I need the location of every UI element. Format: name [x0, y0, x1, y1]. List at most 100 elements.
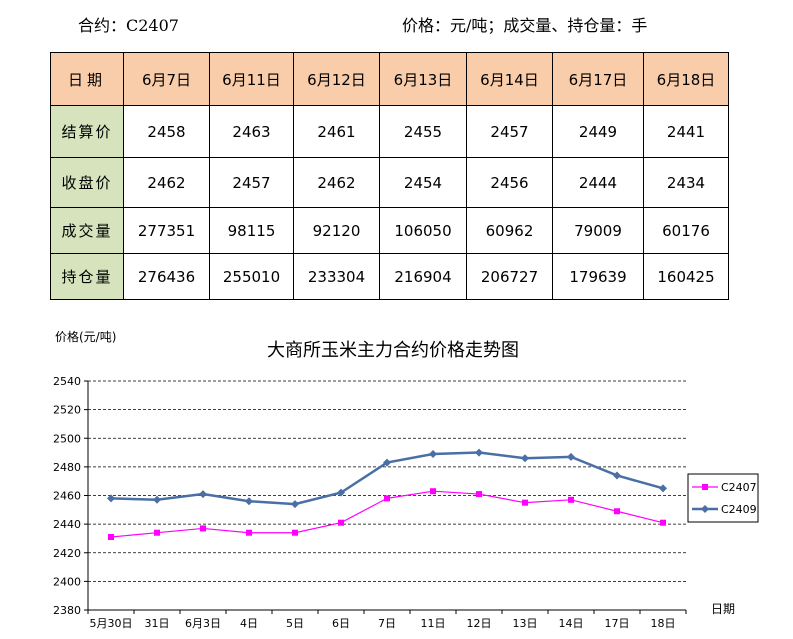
data-point — [614, 508, 620, 515]
data-point — [292, 529, 298, 536]
data-point — [383, 458, 391, 467]
series-c2407 — [108, 488, 666, 541]
date-header-cell: 6月14日 — [466, 52, 553, 106]
table-cell: 2454 — [379, 157, 467, 208]
x-tick-label: 17日 — [605, 617, 630, 630]
table-cell: 179639 — [552, 253, 644, 300]
data-point — [430, 488, 436, 495]
data-point — [522, 499, 528, 506]
series-c2409 — [107, 448, 667, 509]
legend-marker-c2409 — [701, 505, 709, 513]
legend: C2407 C2409 — [687, 473, 759, 523]
x-tick-label: 18日 — [651, 617, 676, 630]
data-point — [613, 471, 621, 480]
table-cell: 60962 — [466, 207, 553, 254]
x-tick-label: 4日 — [240, 617, 258, 630]
data-point — [107, 494, 115, 503]
price-table: 日期 6月7日 6月11日 6月12日 6月13日 6月14日 6月17日 6月… — [50, 52, 729, 300]
y-tick-label: 2420 — [53, 547, 81, 560]
table-cell: 92120 — [293, 207, 380, 254]
x-tick-label: 14日 — [559, 617, 584, 630]
chart-title: 大商所玉米主力合约价格走势图 — [267, 340, 519, 361]
date-header-cell: 6月12日 — [293, 52, 380, 106]
data-point — [475, 448, 483, 457]
table-cell: 98115 — [209, 207, 294, 254]
data-point — [108, 534, 114, 541]
table-cell: 2458 — [123, 105, 210, 158]
y-tick-label: 2500 — [53, 432, 81, 445]
data-point — [337, 488, 345, 497]
table-row-close: 收盘价 2462 2457 2462 2454 2456 2444 2434 — [50, 157, 729, 208]
table-cell: 2444 — [552, 157, 644, 208]
data-point — [246, 529, 252, 536]
data-point — [245, 497, 253, 506]
table-cell: 216904 — [379, 253, 467, 300]
table-corner-cell: 日期 — [50, 52, 124, 106]
table-cell: 2463 — [209, 105, 294, 158]
data-point — [429, 449, 437, 458]
row-label: 持仓量 — [50, 253, 124, 300]
x-tick-label: 12日 — [467, 617, 492, 630]
legend-marker-c2407 — [702, 484, 708, 490]
data-point — [476, 491, 482, 498]
date-header-cell: 6月13日 — [379, 52, 467, 106]
date-header-cell: 6月18日 — [643, 52, 729, 106]
table-cell: 60176 — [643, 207, 729, 254]
table-row-volume: 成交量 277351 98115 92120 106050 60962 7900… — [50, 207, 729, 254]
legend-label-c2407: C2407 — [721, 481, 757, 494]
table-cell: 233304 — [293, 253, 380, 300]
table-cell: 2457 — [209, 157, 294, 208]
x-tick-label: 31日 — [145, 617, 170, 630]
table-cell: 2449 — [552, 105, 644, 158]
x-tick-label: 6日 — [332, 617, 350, 630]
table-cell: 277351 — [123, 207, 210, 254]
contract-label: 合约：C2407 — [78, 16, 179, 35]
table-row-open-interest: 持仓量 276436 255010 233304 216904 206727 1… — [50, 253, 729, 300]
table-cell: 2457 — [466, 105, 553, 158]
data-point — [384, 495, 390, 502]
x-tick-label: 11日 — [421, 617, 446, 630]
data-point — [568, 496, 574, 503]
series-group — [107, 448, 667, 541]
data-point — [521, 454, 529, 463]
table-cell: 2462 — [123, 157, 210, 208]
data-point — [200, 525, 206, 532]
table-cell: 79009 — [552, 207, 644, 254]
x-tick-label: 5日 — [286, 617, 304, 630]
data-point — [567, 452, 575, 461]
y-axis-label: 价格(元/吨) — [55, 329, 116, 344]
table-cell: 106050 — [379, 207, 467, 254]
table-cell: 2461 — [293, 105, 380, 158]
legend-label-c2409: C2409 — [721, 503, 757, 516]
data-point — [153, 495, 161, 504]
x-axis-label: 日期 — [711, 602, 735, 616]
unit-note: 价格：元/吨；成交量、持仓量：手 — [402, 16, 648, 35]
y-tick-label: 2460 — [53, 490, 81, 503]
data-point — [199, 490, 207, 499]
y-tick-label: 2440 — [53, 518, 81, 531]
grid — [88, 380, 686, 582]
y-tick-label: 2400 — [53, 575, 81, 588]
table-cell: 2434 — [643, 157, 729, 208]
x-tick-label: 6月3日 — [185, 617, 221, 630]
axes: 2380 2400 2420 2440 2460 2480 2500 2520 2540 5月30… — [53, 375, 687, 630]
table-cell: 2455 — [379, 105, 467, 158]
table-cell: 2456 — [466, 157, 553, 208]
data-point — [154, 529, 160, 536]
table-header-row: 日期 6月7日 6月11日 6月12日 6月13日 6月14日 6月17日 6月… — [50, 52, 729, 106]
data-point — [659, 484, 667, 493]
table-cell: 276436 — [123, 253, 210, 300]
y-tick-label: 2480 — [53, 461, 81, 474]
x-tick-label: 5月30日 — [90, 617, 133, 630]
y-tick-label: 2520 — [53, 404, 81, 417]
data-point — [338, 519, 344, 526]
date-header-cell: 6月11日 — [209, 52, 294, 106]
row-label: 结算价 — [50, 105, 124, 158]
table-cell: 160425 — [643, 253, 729, 300]
table-cell: 255010 — [209, 253, 294, 300]
x-tick-label: 7日 — [378, 617, 396, 630]
table-cell: 2441 — [643, 105, 729, 158]
table-cell: 206727 — [466, 253, 553, 300]
row-label: 收盘价 — [50, 157, 124, 208]
price-trend-chart: 价格(元/吨) 大商所玉米主力合约价格走势图 日期 2380 2400 2420 24… — [53, 329, 759, 630]
